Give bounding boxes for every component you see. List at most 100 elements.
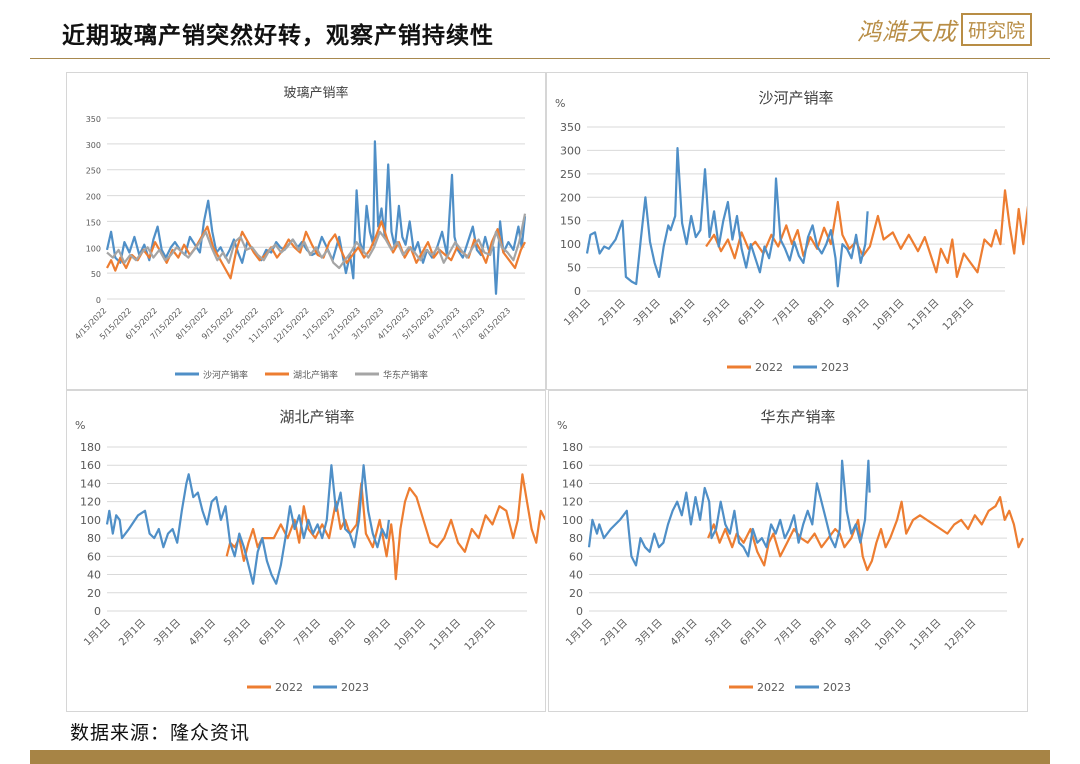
x-tick-label: 4月1日 [666, 297, 698, 329]
legend-label: 2023 [341, 681, 369, 694]
y-unit-label: % [75, 419, 85, 432]
y-tick-label: 0 [94, 605, 101, 618]
y-tick-label: 60 [87, 550, 101, 563]
legend-label: 2022 [275, 681, 303, 694]
logo-box: 研究院 [960, 13, 1032, 46]
series-line-2022 [225, 473, 545, 581]
y-tick-label: 200 [560, 191, 581, 204]
chart-title: 湖北产销率 [279, 408, 354, 426]
chart-panel-huadong: 华东产销率% 0 20 40 60 80 100 120 140 160 180 1月1日 2月1日 3月… [548, 390, 1028, 712]
x-tick-label: 3月1日 [151, 617, 183, 649]
legend-label: 2023 [821, 361, 849, 374]
x-tick-label: 1月1日 [81, 617, 113, 649]
y-tick-label: 50 [91, 270, 101, 279]
x-tick-label: 11月1日 [905, 297, 941, 333]
x-tick-label: 2月1日 [596, 297, 628, 329]
x-tick-label: 10月1日 [870, 297, 906, 333]
x-tick-label: 9月1日 [361, 617, 393, 649]
footer-bar [30, 750, 1050, 764]
y-tick-label: 250 [86, 167, 101, 176]
brand-logo: 鸿澔天成 研究院 [857, 12, 1032, 47]
legend-label: 2022 [755, 361, 783, 374]
x-tick-label: 5月1日 [221, 617, 253, 649]
x-tick-label: 1月1日 [561, 297, 593, 329]
y-tick-label: 0 [574, 285, 581, 298]
series-line-沙河产销率 [105, 140, 527, 295]
legend-label: 湖北产销率 [293, 369, 338, 381]
header-divider [30, 58, 1050, 59]
y-tick-label: 350 [560, 121, 581, 134]
series-line-2023 [105, 464, 390, 585]
x-tick-label: 7月1日 [291, 617, 323, 649]
series-line-2023 [585, 146, 869, 288]
y-tick-label: 50 [567, 262, 581, 275]
y-tick-label: 0 [576, 605, 583, 618]
x-tick-label: 8月1日 [805, 297, 837, 329]
y-tick-label: 100 [80, 514, 101, 527]
x-tick-label: 11月1日 [427, 617, 463, 653]
x-tick-label: 12月1日 [942, 617, 978, 653]
series-line-2022 [707, 495, 1024, 572]
y-tick-label: 160 [562, 459, 583, 472]
y-tick-label: 180 [562, 441, 583, 454]
legend-label: 2022 [757, 681, 785, 694]
legend-label: 2023 [823, 681, 851, 694]
x-tick-label: 2月1日 [116, 617, 148, 649]
x-tick-label: 5月1日 [703, 617, 735, 649]
x-tick-label: 8月1日 [326, 617, 358, 649]
y-tick-label: 140 [562, 477, 583, 490]
x-tick-label: 9月1日 [840, 297, 872, 329]
x-tick-label: 12月1日 [462, 617, 498, 653]
x-tick-label: 8月1日 [807, 617, 839, 649]
series-line-2023 [587, 459, 871, 567]
y-tick-label: 100 [86, 244, 101, 253]
x-tick-label: 11月1日 [907, 617, 943, 653]
x-tick-label: 1月1日 [563, 617, 595, 649]
x-tick-label: 4月1日 [186, 617, 218, 649]
legend-label: 华东产销率 [383, 369, 428, 381]
x-tick-label: 2月1日 [598, 617, 630, 649]
y-tick-label: 80 [569, 532, 583, 545]
chart-panel-shahe: 沙河产销率% 0 50 100 150 200 250 300 350 1月1日 2月1日 3月1日 4… [546, 72, 1028, 390]
page-title: 近期玻璃产销突然好转，观察产销持续性 [62, 22, 494, 49]
y-tick-label: 40 [87, 569, 101, 582]
x-tick-label: 3月1日 [631, 297, 663, 329]
x-tick-label: 10月1日 [392, 617, 428, 653]
chart-shahe: 沙河产销率% 0 50 100 150 200 250 300 350 1月1日 2月1日 3月1日 4… [555, 89, 1027, 374]
chart-title: 玻璃产销率 [283, 85, 348, 101]
y-tick-label: 100 [560, 238, 581, 251]
x-tick-label: 6月1日 [256, 617, 288, 649]
y-tick-label: 350 [86, 115, 101, 124]
y-tick-label: 60 [569, 550, 583, 563]
x-tick-label: 7月1日 [770, 297, 802, 329]
x-tick-label: 3月1日 [633, 617, 665, 649]
y-tick-label: 150 [560, 215, 581, 228]
chart-panel-overall: 玻璃产销率 0 50 100 150 200 250 300 350 4/15/2022 5/15/… [66, 72, 546, 390]
y-tick-label: 300 [86, 141, 101, 150]
legend-label: 沙河产销率 [203, 369, 248, 381]
x-tick-label: 12月1日 [940, 297, 976, 333]
x-tick-label: 9月1日 [842, 617, 874, 649]
chart-overall: 玻璃产销率0501001502002503003504/15/20225/15/… [73, 85, 527, 381]
x-tick-label: 4月1日 [668, 617, 700, 649]
y-tick-label: 100 [562, 514, 583, 527]
chart-title: 沙河产销率 [758, 89, 833, 107]
y-tick-label: 20 [87, 587, 101, 600]
y-tick-label: 150 [86, 218, 101, 227]
x-tick-label: 6月1日 [738, 617, 770, 649]
y-unit-label: % [555, 97, 565, 110]
chart-panel-hubei: 湖北产销率% 0 20 40 60 80 100 120 140 160 180 1月1日 2月1日 3月… [66, 390, 546, 712]
chart-title: 华东产销率 [760, 408, 835, 426]
y-tick-label: 120 [562, 496, 583, 509]
chart-hubei: 湖北产销率% 0 20 40 60 80 100 120 140 160 180 1月1日 2月1日 3月… [75, 408, 545, 694]
y-tick-label: 80 [87, 532, 101, 545]
y-tick-label: 200 [86, 193, 101, 202]
y-tick-label: 40 [569, 569, 583, 582]
y-tick-label: 250 [560, 168, 581, 181]
y-tick-label: 180 [80, 441, 101, 454]
x-tick-label: 6月1日 [736, 297, 768, 329]
y-tick-label: 300 [560, 144, 581, 157]
x-tick-label: 7月1日 [772, 617, 804, 649]
x-tick-label: 5月1日 [701, 297, 733, 329]
logo-text: 鸿澔天成 [856, 18, 957, 46]
